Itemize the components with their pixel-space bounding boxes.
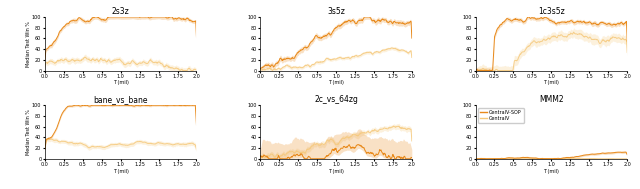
X-axis label: T (mil): T (mil)	[543, 80, 559, 85]
Title: 3s5z: 3s5z	[327, 7, 345, 16]
Y-axis label: Median Test Win %: Median Test Win %	[26, 21, 31, 67]
Title: bane_vs_bane: bane_vs_bane	[93, 95, 148, 105]
X-axis label: T (mil): T (mil)	[113, 169, 129, 174]
Title: MMM2: MMM2	[539, 95, 564, 105]
X-axis label: T (mil): T (mil)	[328, 169, 344, 174]
X-axis label: T (mil): T (mil)	[113, 80, 129, 85]
X-axis label: T (mil): T (mil)	[543, 169, 559, 174]
Legend: CentralV-SOP, CentralV: CentralV-SOP, CentralV	[478, 108, 524, 123]
Y-axis label: Median Test Win %: Median Test Win %	[26, 109, 31, 155]
Title: 2s3z: 2s3z	[112, 7, 129, 16]
Title: 1c3s5z: 1c3s5z	[538, 7, 564, 16]
X-axis label: T (mil): T (mil)	[328, 80, 344, 85]
Title: 2c_vs_64zg: 2c_vs_64zg	[314, 95, 358, 105]
